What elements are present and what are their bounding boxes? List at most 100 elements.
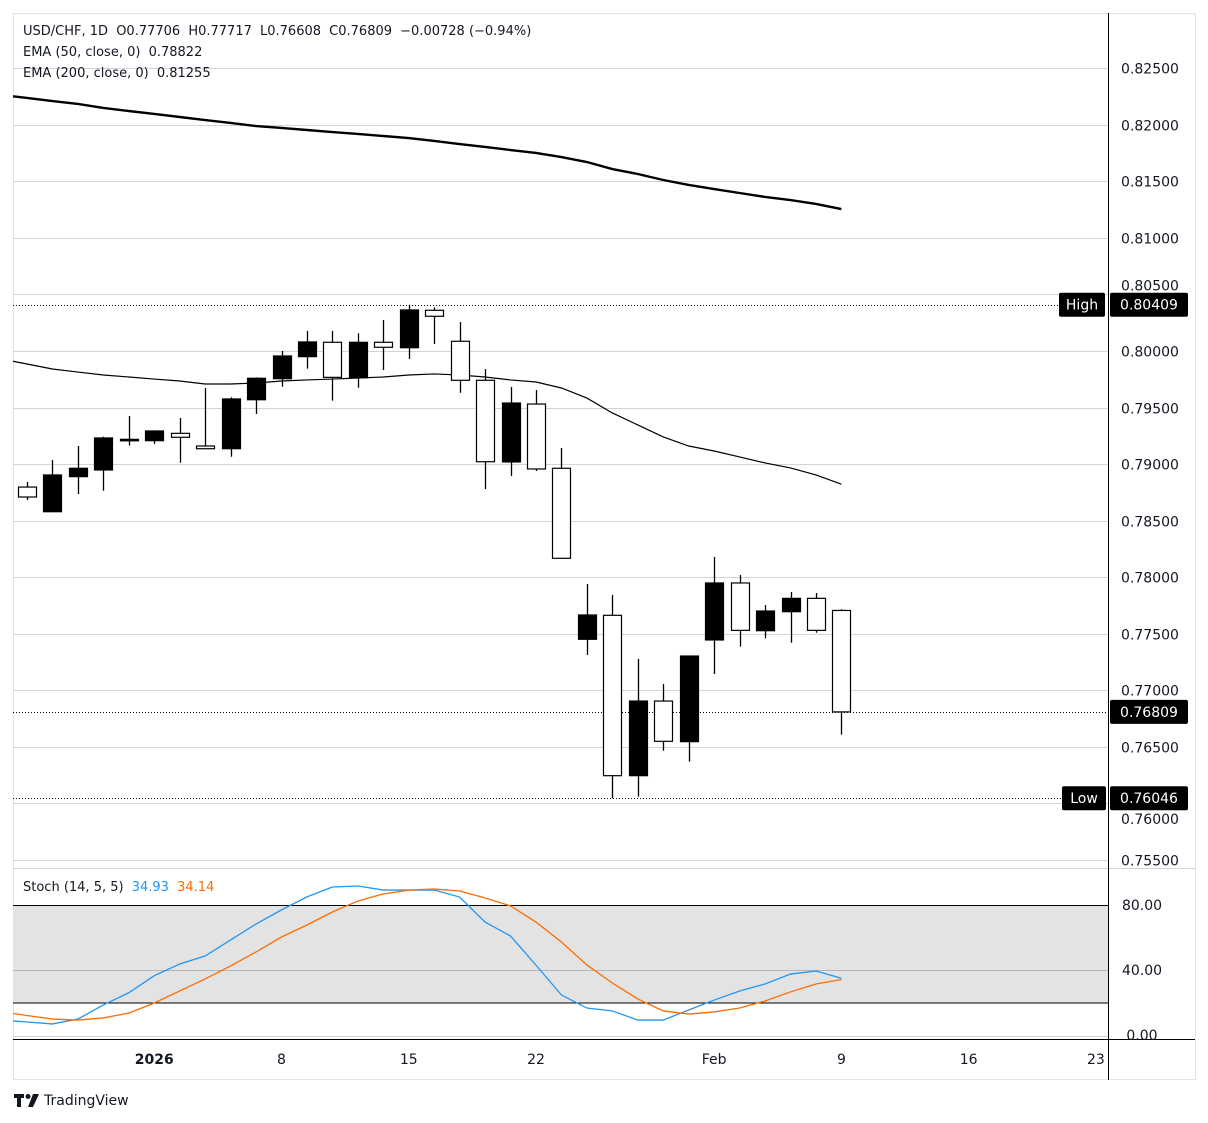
stoch-legend: Stoch (14, 5, 5) 34.93 34.14 bbox=[23, 880, 218, 895]
candle-body-up bbox=[42, 474, 63, 513]
candle bbox=[730, 575, 751, 647]
candles bbox=[17, 304, 852, 799]
price-tick-label: 0.79500 bbox=[1121, 402, 1179, 418]
candle bbox=[781, 592, 802, 643]
candle-body-up bbox=[781, 597, 802, 613]
candle bbox=[602, 594, 623, 799]
candle-body-down bbox=[653, 700, 674, 742]
price-tick-label: 0.79000 bbox=[1121, 458, 1179, 474]
ema50-legend: EMA (50, close, 0) 0.78822 bbox=[23, 45, 206, 60]
stoch-pane bbox=[12, 885, 1108, 1037]
ohlc-close: C0.76809 bbox=[329, 24, 393, 39]
candle bbox=[577, 583, 598, 656]
candle-body-down bbox=[322, 341, 343, 378]
candle-body-up bbox=[577, 614, 598, 640]
candle-body-down bbox=[170, 432, 191, 438]
price-change: −0.00728 (−0.94%) bbox=[400, 24, 532, 39]
candle bbox=[119, 416, 140, 446]
candle bbox=[272, 351, 293, 387]
candle-body-down bbox=[526, 403, 547, 470]
candle bbox=[322, 330, 343, 401]
time-tick-label: 9 bbox=[837, 1052, 846, 1068]
candle bbox=[42, 460, 63, 513]
candle-body-down bbox=[602, 614, 623, 777]
low-value-label-text: 0.76046 bbox=[1120, 791, 1178, 807]
high-value-label-background bbox=[1110, 292, 1188, 317]
ohlc-high: H0.77717 bbox=[188, 24, 252, 39]
candle bbox=[806, 593, 827, 633]
low-value-label-background bbox=[1110, 786, 1188, 811]
candle-body-up bbox=[144, 430, 165, 442]
candle bbox=[831, 609, 852, 735]
symbol-name: USD/CHF, 1D bbox=[23, 24, 109, 39]
stoch-tick-label: 80.00 bbox=[1122, 898, 1162, 914]
ema50-line bbox=[12, 360, 842, 485]
last-price-label-text: 0.76809 bbox=[1120, 705, 1178, 721]
stoch-tick-label: 40.00 bbox=[1122, 963, 1162, 979]
candle bbox=[501, 386, 522, 476]
chart-frame bbox=[13, 13, 1196, 1080]
candle bbox=[424, 307, 445, 344]
candle-body-up bbox=[501, 402, 522, 463]
candle bbox=[551, 448, 572, 559]
candle bbox=[348, 333, 369, 388]
stoch-label: Stoch (14, 5, 5) bbox=[23, 880, 124, 895]
low-label: Low bbox=[1062, 786, 1106, 811]
candle-body-down bbox=[806, 597, 827, 631]
high-label-text: High bbox=[1066, 298, 1098, 314]
price-tick-label: 0.80500 bbox=[1121, 279, 1179, 295]
axes: 0.82500 0.82000 0.81500 0.81000 0.80500 0.800… bbox=[13, 13, 1195, 1080]
tradingview-logo[interactable]: TradingView bbox=[14, 1093, 129, 1109]
time-tick-label: 23 bbox=[1087, 1052, 1105, 1068]
price-tick-label: 0.78000 bbox=[1121, 571, 1179, 587]
stoch-d-value: 34.14 bbox=[177, 880, 215, 895]
symbol-legend: USD/CHF, 1D O0.77706 H0.77717 L0.76608 C… bbox=[23, 24, 535, 39]
candle bbox=[93, 436, 114, 491]
low-label-text: Low bbox=[1070, 791, 1098, 807]
time-tick-label: 22 bbox=[527, 1052, 545, 1068]
candle bbox=[704, 556, 725, 675]
ema50-value: 0.78822 bbox=[148, 45, 203, 60]
low-label-background bbox=[1062, 786, 1106, 811]
candle-body-up bbox=[272, 355, 293, 380]
candle-body-down bbox=[551, 467, 572, 559]
candle-body-up bbox=[628, 700, 649, 777]
time-tick-label: 2026 bbox=[135, 1052, 174, 1068]
tradingview-logo-icon bbox=[14, 1094, 39, 1107]
price-tick-label: 0.76500 bbox=[1121, 741, 1179, 757]
candle bbox=[628, 658, 649, 797]
ema200-value: 0.81255 bbox=[156, 66, 211, 81]
time-tick-label: 16 bbox=[960, 1052, 978, 1068]
price-tick-label: 0.80000 bbox=[1121, 345, 1179, 361]
candle bbox=[170, 417, 191, 463]
candle bbox=[195, 387, 216, 450]
ema50-label: EMA (50, close, 0) bbox=[23, 45, 141, 60]
candle bbox=[246, 377, 267, 414]
candle-body-up bbox=[221, 398, 242, 450]
candle-body-up bbox=[679, 655, 700, 743]
candle-body-up bbox=[297, 341, 318, 358]
candle-body-down bbox=[730, 582, 751, 631]
candle-body-up bbox=[93, 437, 114, 471]
candle bbox=[399, 304, 420, 360]
stoch-tick-label: 0.00 bbox=[1126, 1028, 1157, 1044]
ema200-legend: EMA (200, close, 0) 0.81255 bbox=[23, 66, 215, 81]
candle-body-up bbox=[704, 582, 725, 641]
candle-body-up bbox=[68, 467, 89, 478]
ohlc-low: L0.76608 bbox=[260, 24, 322, 39]
candle-body-up bbox=[119, 438, 140, 442]
low-value-label: 0.76046 bbox=[1110, 786, 1188, 811]
high-value-label: 0.80409 bbox=[1110, 292, 1188, 317]
candle bbox=[475, 368, 496, 489]
ema200-line bbox=[12, 95, 842, 211]
ohlc-open: O0.77706 bbox=[116, 24, 181, 39]
last-price-label: 0.76809 bbox=[1110, 699, 1188, 724]
high-value-label-text: 0.80409 bbox=[1120, 298, 1178, 314]
candle-body-down bbox=[373, 341, 394, 348]
candle bbox=[221, 397, 242, 457]
candle-body-up bbox=[348, 341, 369, 379]
price-tick-label: 0.78500 bbox=[1121, 515, 1179, 531]
candle-body-down bbox=[831, 609, 852, 713]
price-tick-label: 0.81000 bbox=[1121, 232, 1179, 248]
